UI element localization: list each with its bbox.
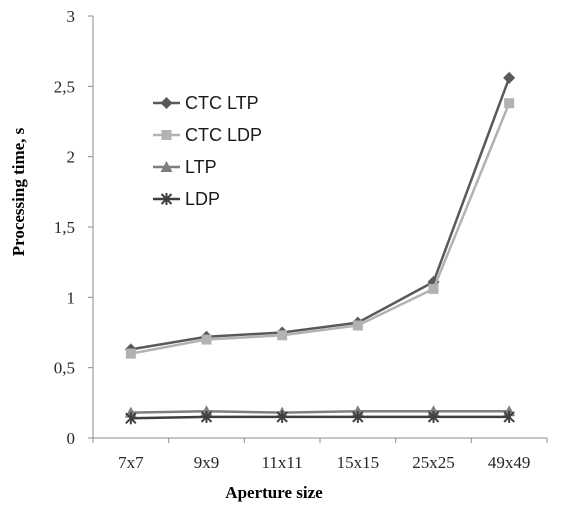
legend-label: LDP [185, 189, 220, 209]
data-point [352, 320, 363, 331]
legend-marker [161, 130, 172, 140]
series-line [130, 102, 511, 355]
legend-label: CTC LTP [185, 93, 259, 113]
x-tick-label: 15x15 [337, 453, 380, 472]
x-tick-label: 11x11 [262, 453, 303, 472]
y-axis-title: Processing time, s [9, 127, 28, 256]
series-line [130, 77, 511, 351]
data-point [427, 410, 440, 423]
data-point [352, 410, 364, 423]
y-tick-label: 3 [67, 7, 76, 26]
data-point [277, 330, 288, 341]
series-line [130, 415, 510, 420]
x-tick-label: 7x7 [118, 453, 144, 472]
data-point [503, 410, 515, 423]
legend-item: CTC LTP [153, 93, 259, 113]
data-point [503, 71, 516, 84]
series-line [130, 410, 510, 414]
legend-label: LTP [185, 157, 217, 177]
legend: CTC LTP CTC LDP LTP LDP [153, 93, 262, 209]
legend-marker [160, 97, 173, 109]
legend-marker [160, 161, 173, 172]
y-tick-label: 2 [67, 148, 76, 167]
y-tick-label: 2,5 [54, 77, 75, 96]
y-tick-label: 0 [67, 429, 76, 448]
legend-label: CTC LDP [185, 125, 262, 145]
data-point [125, 412, 137, 425]
y-tick-label: 1 [67, 288, 76, 307]
legend-item: LDP [153, 189, 220, 209]
data-point [428, 283, 439, 294]
data-point [200, 410, 213, 423]
x-tick-label: 25x25 [412, 453, 455, 472]
data-point [276, 410, 288, 423]
legend-item: LTP [153, 157, 217, 177]
data-point [504, 98, 515, 109]
legend-marker [160, 193, 173, 205]
series-ldp [125, 410, 515, 425]
x-tick-label: 9x9 [194, 453, 220, 472]
y-tick-label: 0,5 [54, 359, 75, 378]
series-ctc-ldp [125, 98, 515, 359]
x-tick-label: 49x49 [488, 453, 531, 472]
axes: 0 0,5 1 1,5 2 2,5 3 7x7 9x9 11x11 15x15 25x25 49x49 [54, 7, 548, 472]
data-point [201, 334, 212, 345]
legend-item: CTC LDP [153, 125, 262, 145]
series-ctc-ltp [124, 71, 516, 356]
data-point [125, 348, 136, 359]
x-axis-title: Aperture size [225, 483, 323, 502]
y-tick-label: 1,5 [54, 218, 75, 237]
series-lines [124, 71, 516, 425]
